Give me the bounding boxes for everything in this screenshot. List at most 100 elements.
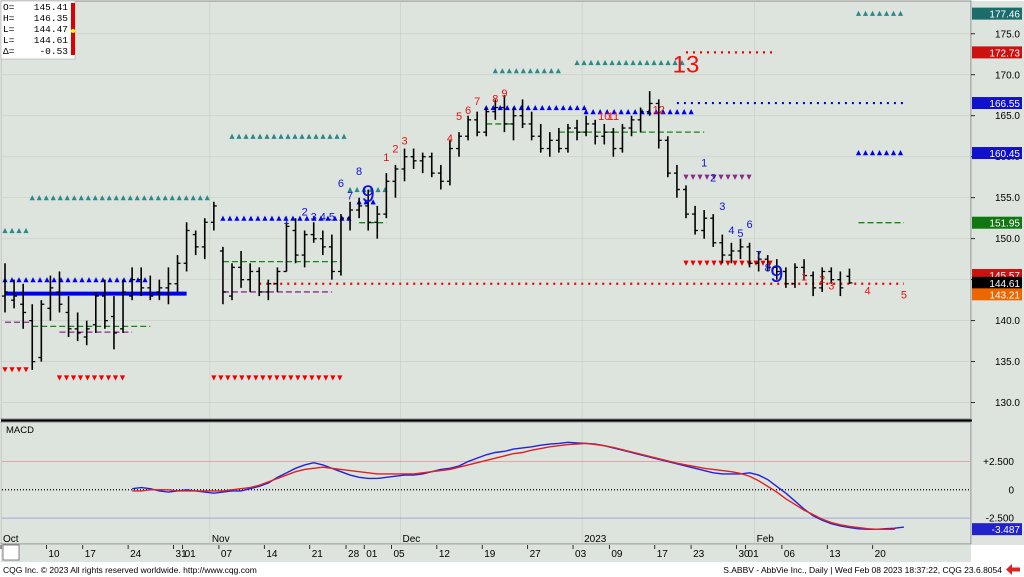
month-label: Nov [212, 534, 230, 545]
ohlc-bar [383, 173, 390, 219]
setup-triangle [23, 277, 29, 283]
setup-triangle [597, 109, 603, 115]
back-arrow-icon[interactable] [1006, 564, 1020, 575]
setup-triangle [588, 59, 594, 66]
setup-triangle [234, 215, 240, 221]
macd-pane[interactable] [0, 421, 972, 545]
setup-triangle [299, 133, 305, 139]
ohlc-bar [564, 123, 571, 153]
ohlc-bar [56, 271, 63, 313]
setup-triangle [119, 375, 126, 381]
setup-triangle [746, 174, 752, 180]
ohlc-bar [583, 115, 590, 137]
ohlc-bar [147, 275, 154, 301]
ohlc-bar [301, 230, 308, 268]
setup-triangle [84, 375, 91, 381]
setup-triangle [72, 277, 78, 283]
ohlc-bar [238, 250, 245, 288]
setup-triangle [43, 195, 49, 201]
setup-triangle [311, 215, 317, 221]
ohlc-bar [519, 99, 526, 129]
setup-triangle [332, 215, 338, 221]
day-label: 13 [829, 549, 841, 560]
macd-title: MACD [6, 425, 34, 436]
ohlc-bar [810, 271, 817, 297]
readout-label: O= [3, 2, 15, 13]
setup-triangle [243, 133, 249, 139]
setup-triangle [555, 68, 561, 74]
setup-triangle [99, 195, 105, 201]
td-count: 5 [901, 290, 907, 302]
setup-triangle [23, 367, 29, 373]
td-count: 5 [737, 228, 743, 240]
chart-corner-button[interactable] [2, 544, 20, 561]
setup-triangle [690, 260, 696, 266]
macd-lines: +2.500 0 -2.500-3.487 [132, 441, 1022, 536]
ohlc-bar [210, 201, 217, 231]
setup-triangle [50, 195, 56, 201]
readout-value: 145.41 [34, 2, 69, 13]
setup-triangle [704, 174, 710, 180]
td-count: 10 [598, 111, 610, 123]
ohlc-bar [492, 99, 499, 120]
td-count: 1 [383, 152, 389, 164]
setup-triangle [127, 195, 133, 201]
ohlc-bar [20, 283, 27, 329]
price-pane[interactable] [0, 0, 972, 420]
td-count: 7 [347, 190, 353, 202]
price-tick-label: 175.0 [995, 29, 1020, 40]
setup-triangle [239, 375, 245, 381]
setup-triangle [218, 375, 224, 381]
setup-triangle [354, 186, 360, 193]
price-level-tag: 151.95 [972, 216, 1022, 230]
day-label: 05 [393, 549, 405, 560]
setup-triangle [57, 195, 63, 201]
setup-triangle [288, 375, 294, 381]
setup-triangle [295, 375, 301, 381]
day-label: 12 [439, 549, 451, 560]
setup-triangle [890, 10, 897, 16]
day-label: 01 [185, 549, 197, 560]
ohlc-bar [574, 119, 581, 141]
ohlc-bar [637, 107, 644, 133]
setup-triangle [2, 227, 8, 234]
setup-triangle [71, 195, 77, 201]
day-label: 09 [611, 549, 623, 560]
setup-triangle [869, 150, 876, 156]
setup-triangle [85, 195, 91, 201]
ohlc-bar [474, 111, 481, 137]
ohlc-bar [592, 119, 599, 145]
ohlc-bar [437, 164, 444, 190]
ohlc-bar [374, 205, 381, 239]
setup-triangle [697, 260, 703, 266]
setup-triangle [141, 195, 147, 201]
setup-triangle [316, 375, 322, 381]
ohlc-bar [201, 218, 208, 260]
ohlc-bar [692, 205, 699, 235]
setup-triangle [183, 195, 189, 201]
ohlc-bar [537, 123, 544, 153]
price-level-tag: 172.73 [972, 46, 1022, 59]
setup-triangle [135, 277, 141, 283]
setup-triangle [679, 59, 685, 66]
month-label: Oct [3, 534, 19, 545]
signal-line [132, 442, 895, 531]
setup-triangle [236, 133, 242, 139]
ohlc-bar [719, 234, 726, 264]
td-count: 1 [701, 158, 707, 170]
setup-triangle [327, 133, 333, 139]
ohlc-bar [546, 132, 553, 157]
setup-triangle [23, 227, 29, 234]
setup-triangle [16, 367, 22, 373]
ohlc-bar [483, 107, 490, 137]
price-tick-label: 140.0 [995, 316, 1020, 327]
setup-triangle [637, 59, 643, 66]
setup-triangle [36, 195, 42, 201]
ohlc-bar [646, 91, 653, 116]
ohlc-bar [138, 267, 145, 297]
ohlc-bar [265, 279, 272, 301]
setup-triangle [855, 10, 862, 16]
ohlc-bar [120, 279, 127, 333]
ohlc-bar [837, 271, 844, 297]
